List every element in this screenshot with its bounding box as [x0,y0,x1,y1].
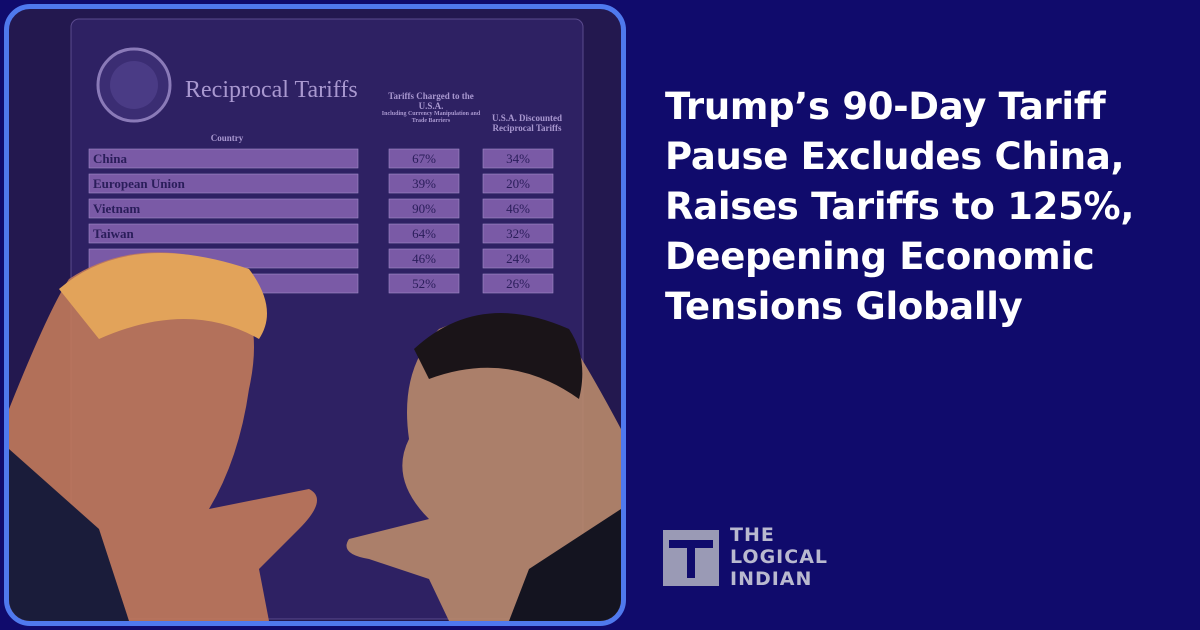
tariff-value: 46% [412,251,436,266]
brand-icon [663,530,719,586]
tariff-board: Reciprocal Tariffs Country Tariffs Charg… [9,18,621,621]
headline-line: Tensions Globally [665,285,1023,328]
cell-bg [388,148,460,169]
tariff-value: 32% [506,226,530,241]
column-header-box: Tariffs Charged to the U.S.A. Including … [381,91,481,124]
brand-icon-bar [669,540,713,548]
tariff-value: 90% [412,201,436,216]
cell-bg [88,198,359,219]
figure-right [346,316,621,621]
cell-bg [388,173,460,194]
brand-line: THE [730,524,775,546]
figure-right-suit [509,509,621,621]
cell-bg [88,173,359,194]
cell-bg [88,223,359,244]
cell-bg [388,248,460,269]
brand-line: LOGICAL [730,546,829,568]
cell-bg [482,223,554,244]
cell-bg [88,148,359,169]
cell-bg [482,148,554,169]
country-name: Vietnam [93,201,140,216]
tariff-value: 67% [412,151,436,166]
column-note: Including Currency Manipulation and Trad… [381,111,481,124]
tariff-value: 64% [412,226,436,241]
board-title: Reciprocal Tariffs [185,77,358,103]
seal-inner [110,61,158,109]
figure-right-hair [414,313,583,399]
column-header: Country [211,133,244,143]
cell-bg [388,223,460,244]
headline-line: Raises Tariffs to 125%, [665,185,1135,228]
image-card: Reciprocal Tariffs Country Tariffs Charg… [4,4,626,626]
headline-line: Pause Excludes China, [665,135,1125,178]
tariff-value: 26% [506,276,530,291]
cell-bg [388,198,460,219]
tariff-value: 34% [506,151,530,166]
headline-line: Trump’s 90-Day Tariff [665,85,1106,128]
country-name: European Union [93,176,186,191]
cell-bg [388,273,460,294]
column-header-box: U.S.A. Discounted Reciprocal Tariffs [491,113,562,133]
column-header: U.S.A. Discounted Reciprocal Tariffs [491,113,562,133]
column-header: Tariffs Charged to the U.S.A. [388,91,474,111]
headline: Trump’s 90-Day Tariff Pause Excludes Chin… [665,82,1134,332]
brand-line: INDIAN [730,568,813,590]
tariff-value: 39% [412,176,436,191]
headline-line: Deepening Economic [665,235,1095,278]
figure-left-suit [9,449,129,621]
cell-bg [482,173,554,194]
tariff-value: 52% [412,276,436,291]
brand-icon-stem [687,548,695,578]
cell-bg [482,273,554,294]
figure-left-hair [59,253,267,339]
cell-bg [482,248,554,269]
tariff-value: 24% [506,251,530,266]
country-name: China [93,151,127,166]
country-name: Taiwan [93,226,134,241]
brand-name: THE LOGICAL INDIAN [730,524,828,590]
cell-bg [482,198,554,219]
tariff-value: 46% [506,201,530,216]
tariff-value: 20% [506,176,530,191]
